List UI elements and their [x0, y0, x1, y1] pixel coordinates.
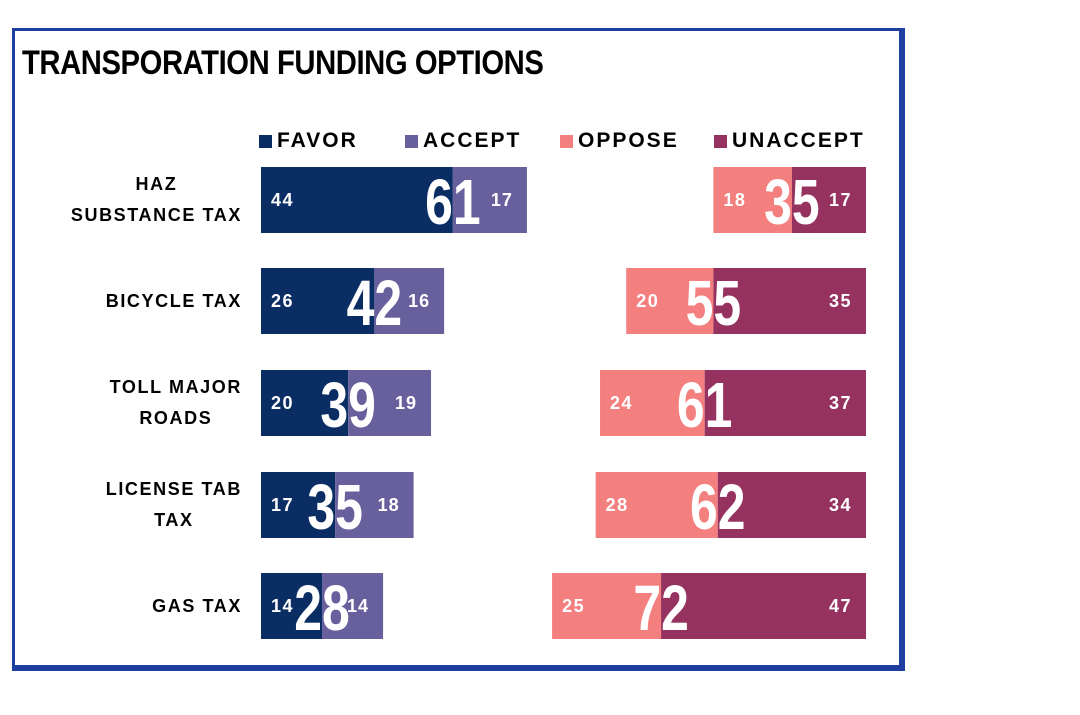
bar-favor: [261, 167, 453, 233]
category-label-line: TAX: [154, 510, 194, 530]
total-label-support: 35: [307, 472, 363, 543]
bar-favor: [261, 370, 349, 436]
bar-oppose: [552, 573, 662, 639]
category-label-line: LICENSE TAB: [105, 479, 242, 499]
category-label-line: HAZ: [135, 174, 178, 194]
total-label-against: 55: [686, 268, 742, 339]
legend-label: FAVOR: [277, 129, 358, 152]
chart-title: TRANSPORATION FUNDING OPTIONS: [22, 44, 544, 82]
bar-unaccept: [791, 167, 866, 233]
total-label-support: 42: [347, 268, 403, 339]
total-label-support: 61: [425, 167, 481, 238]
data-label-favor: 26: [271, 291, 294, 311]
total-label-against: 61: [677, 370, 733, 441]
legend-item-favor: FAVOR: [259, 128, 358, 154]
category-label-line: BICYCLE TAX: [105, 290, 242, 311]
bar-favor: [261, 472, 336, 538]
legend-label: ACCEPT: [423, 129, 522, 152]
legend-item-unaccept: UNACCEPT: [714, 128, 865, 154]
legend-swatch: [405, 134, 418, 148]
data-label-favor: 20: [271, 393, 294, 413]
category-label-line: SUBSTANCE TAX: [70, 205, 242, 225]
data-label-unaccept: 34: [829, 495, 852, 515]
total-label-support: 39: [320, 370, 376, 441]
legend-swatch: [714, 134, 727, 148]
total-label-support: 28: [294, 573, 350, 644]
data-label-unaccept: 17: [829, 190, 852, 210]
data-label-oppose: 25: [562, 596, 585, 616]
data-label-accept: 16: [408, 291, 430, 311]
data-label-accept: 17: [491, 190, 513, 210]
bar-oppose: [713, 167, 792, 233]
data-label-accept: 18: [378, 495, 400, 515]
bar-unaccept: [717, 472, 866, 538]
category-label-line: TOLL MAJOR: [109, 377, 242, 397]
data-label-favor: 44: [271, 190, 294, 210]
data-label-oppose: 24: [610, 393, 633, 413]
bar-accept: [335, 472, 414, 538]
data-label-unaccept: 35: [829, 291, 852, 311]
data-label-accept: 19: [395, 393, 417, 413]
bar-oppose: [595, 472, 718, 538]
data-label-favor: 17: [271, 495, 294, 515]
data-label-oppose: 20: [636, 291, 659, 311]
legend-label: OPPOSE: [578, 129, 679, 152]
total-label-against: 72: [633, 573, 689, 644]
bar-unaccept: [661, 573, 866, 639]
chart-frame: [12, 28, 905, 671]
bar-accept: [452, 167, 527, 233]
category-label-line: ROADS: [139, 408, 213, 428]
category-label: GAS TAX: [152, 591, 242, 622]
total-label-against: 62: [690, 472, 746, 543]
legend-swatch: [560, 134, 573, 148]
category-label: BICYCLE TAX: [106, 286, 242, 317]
data-label-oppose: 18: [723, 190, 746, 210]
bar-accept: [322, 573, 384, 639]
total-label-against: 35: [764, 167, 820, 238]
bar-favor: [261, 268, 375, 334]
category-label: HAZ SUBSTANCE TAX: [71, 169, 242, 231]
legend-swatch: [259, 134, 272, 148]
data-label-accept: 14: [347, 596, 369, 616]
data-label-favor: 14: [271, 596, 294, 616]
legend-label: UNACCEPT: [732, 129, 865, 152]
category-label-line: GAS TAX: [152, 595, 242, 616]
data-label-unaccept: 37: [829, 393, 852, 413]
category-label: TOLL MAJOR ROADS: [110, 372, 242, 434]
bar-accept: [348, 370, 432, 436]
data-label-oppose: 28: [606, 495, 629, 515]
bar-unaccept: [713, 268, 866, 334]
category-label: LICENSE TAB TAX: [106, 474, 242, 536]
data-label-unaccept: 47: [829, 596, 852, 616]
bar-accept: [374, 268, 445, 334]
bar-oppose: [626, 268, 714, 334]
bar-favor: [261, 573, 323, 639]
legend-item-accept: ACCEPT: [405, 128, 521, 154]
bar-oppose: [600, 370, 705, 436]
bar-unaccept: [704, 370, 866, 436]
legend-item-oppose: OPPOSE: [560, 128, 679, 154]
